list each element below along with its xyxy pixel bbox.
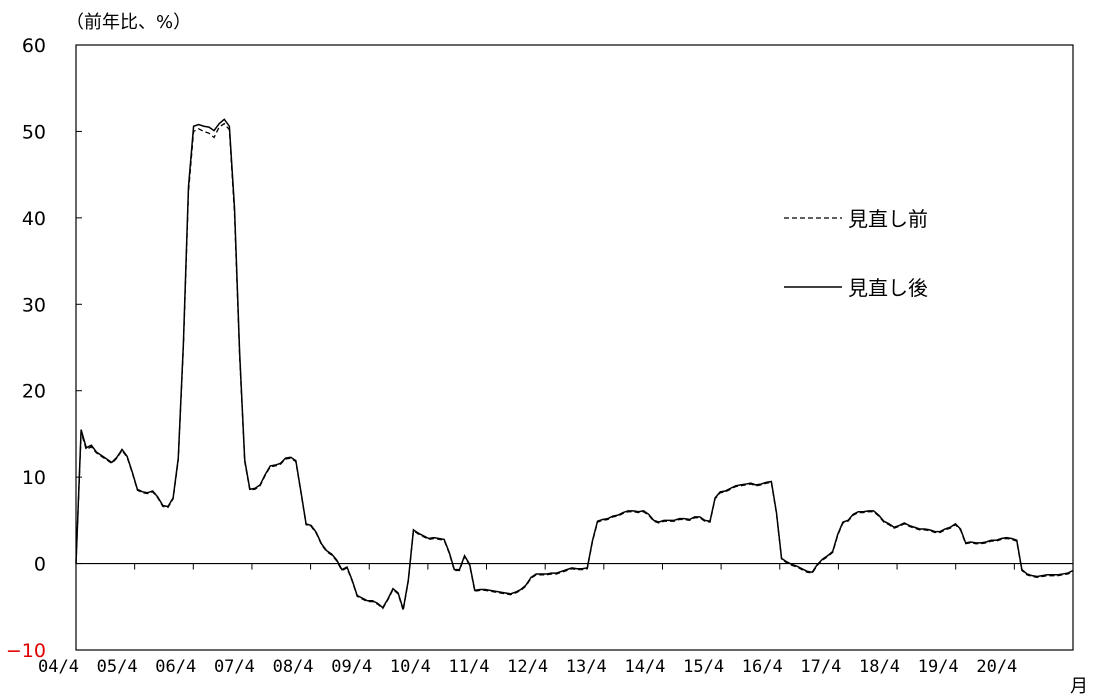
- y-tick-label: 50: [22, 121, 46, 143]
- legend-item-before: 見直し前: [784, 207, 928, 231]
- x-tick-label: 20/4: [976, 657, 1017, 677]
- x-tick-label: 19/4: [918, 657, 959, 677]
- series-line-after-revision: [75, 118, 1074, 610]
- plot-area: [75, 44, 1074, 651]
- x-tick-label: 05/4: [97, 657, 138, 677]
- x-tick-label: 07/4: [214, 657, 255, 677]
- x-tick-label: 12/4: [507, 657, 548, 677]
- x-unit-label: 月: [1070, 676, 1088, 697]
- x-tick-label: 18/4: [859, 657, 900, 677]
- y-tick-label: 0: [34, 554, 46, 576]
- x-tick-label: 11/4: [449, 657, 490, 677]
- x-tick-label: 16/4: [742, 657, 783, 677]
- y-tick-label: 40: [22, 208, 46, 230]
- x-tick-label: 06/4: [155, 657, 196, 677]
- legend-label-after: 見直し後: [848, 276, 928, 300]
- y-unit-label: （前年比、%）: [66, 12, 191, 33]
- y-axis: 60 50 40 30 20 10 0 −10: [6, 35, 82, 662]
- legend-label-before: 見直し前: [848, 207, 928, 231]
- y-tick-label: 60: [22, 35, 46, 57]
- x-tick-label: 08/4: [273, 657, 314, 677]
- x-tick-label: 13/4: [566, 657, 607, 677]
- x-tick-label: 10/4: [390, 657, 431, 677]
- series-line-before-revision: [75, 122, 1074, 611]
- x-tick-label: 14/4: [624, 657, 665, 677]
- x-tick-label: 04/4: [38, 657, 79, 677]
- x-tick-label: 15/4: [683, 657, 724, 677]
- x-tick-label: 17/4: [800, 657, 841, 677]
- legend: 見直し前 見直し後: [784, 207, 928, 300]
- x-tick-label: 09/4: [331, 657, 372, 677]
- y-tick-label: 30: [22, 294, 46, 316]
- legend-item-after: 見直し後: [784, 276, 928, 300]
- y-tick-label: 20: [22, 381, 46, 403]
- y-tick-label: −10: [6, 640, 46, 662]
- x-axis: 04/4 05/4 06/4 07/4 08/4 09/4 10/4 11/4 12/4 13/4…: [38, 563, 1074, 677]
- y-tick-label: 10: [22, 467, 46, 489]
